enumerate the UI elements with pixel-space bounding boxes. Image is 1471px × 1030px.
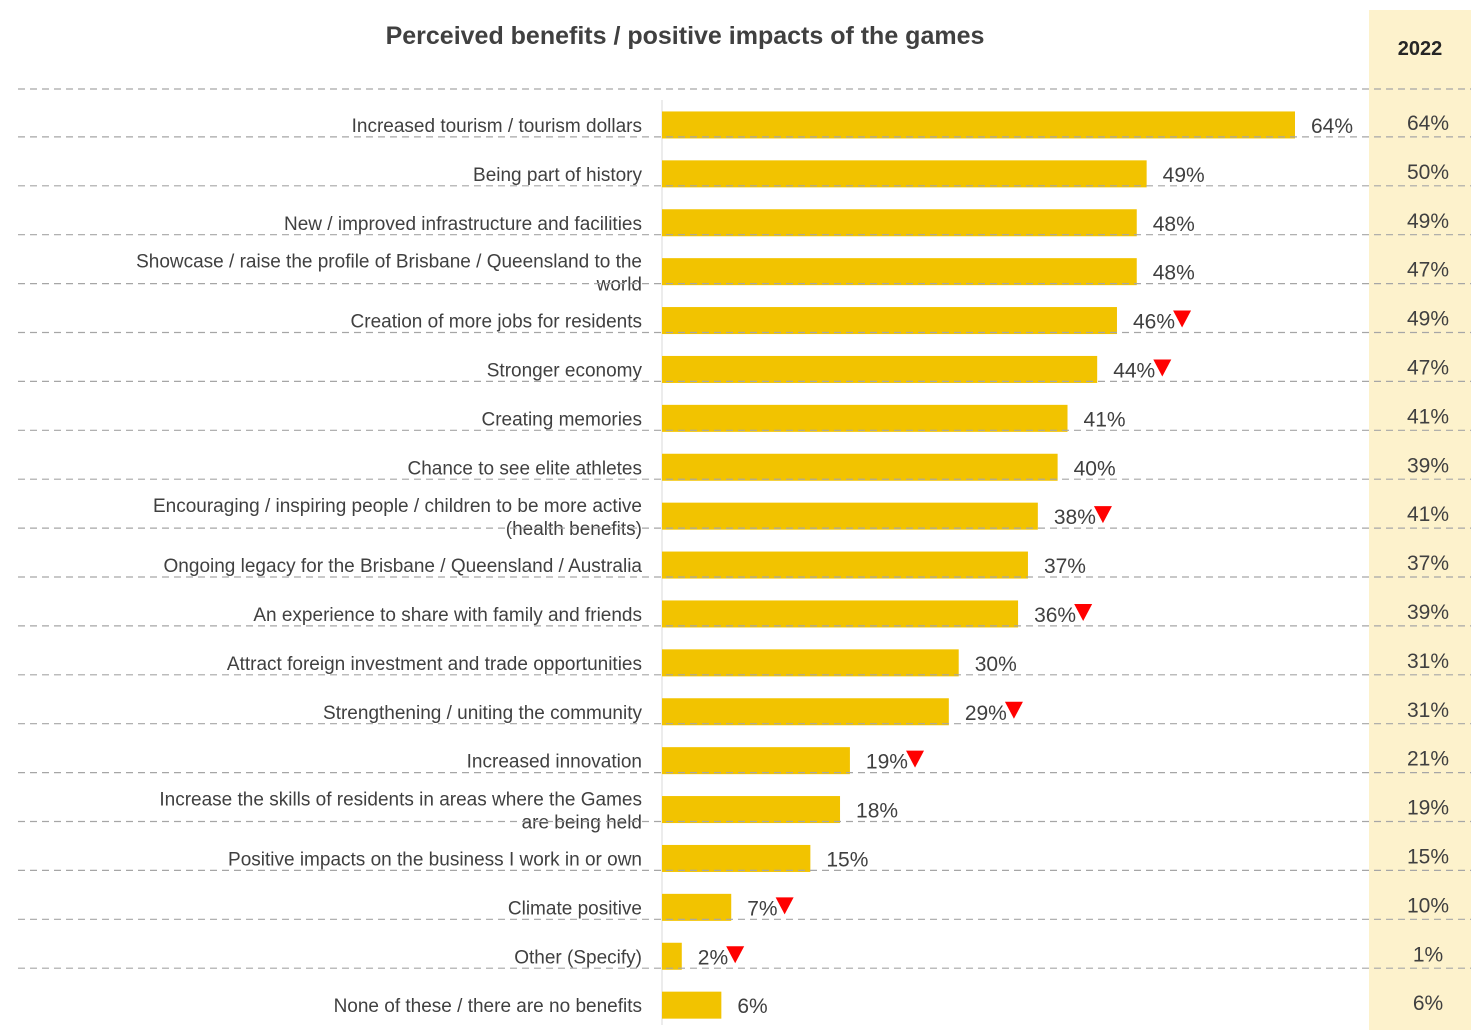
comparison-value: 64% bbox=[1407, 112, 1449, 135]
value-label: 40% bbox=[1074, 457, 1116, 480]
comparison-value: 39% bbox=[1407, 601, 1449, 624]
category-label: Positive impacts on the business I work … bbox=[228, 849, 642, 870]
comparison-value: 15% bbox=[1407, 845, 1449, 868]
category-label: Chance to see elite athletes bbox=[408, 458, 643, 479]
comparison-value: 31% bbox=[1407, 699, 1449, 722]
bar bbox=[662, 453, 1058, 481]
comparison-value: 21% bbox=[1407, 748, 1449, 771]
value-label: 41% bbox=[1084, 408, 1126, 431]
category-label: New / improved infrastructure and facili… bbox=[284, 214, 642, 235]
value-label: 19% bbox=[866, 751, 908, 774]
comparison-value: 6% bbox=[1413, 992, 1443, 1015]
value-label: 64% bbox=[1311, 115, 1353, 138]
bar bbox=[662, 258, 1137, 286]
category-label: Encouraging / inspiring people / childre… bbox=[153, 496, 642, 540]
comparison-value: 47% bbox=[1407, 356, 1449, 379]
value-label: 49% bbox=[1163, 164, 1205, 187]
significant-decrease-marker bbox=[1153, 359, 1172, 377]
bar bbox=[662, 600, 1019, 628]
value-label: 48% bbox=[1153, 262, 1195, 285]
category-label: Creation of more jobs for residents bbox=[351, 312, 642, 333]
category-label: Increased innovation bbox=[467, 752, 642, 773]
category-label: Creating memories bbox=[482, 409, 643, 430]
comparison-value: 41% bbox=[1407, 405, 1449, 428]
value-label: 44% bbox=[1113, 359, 1155, 382]
bar bbox=[662, 502, 1038, 530]
significant-decrease-marker bbox=[726, 946, 745, 964]
category-label: Strengthening / uniting the community bbox=[323, 703, 642, 724]
value-label: 7% bbox=[747, 897, 777, 920]
category-label: Attract foreign investment and trade opp… bbox=[227, 654, 642, 675]
bar bbox=[662, 991, 722, 1019]
comparison-value: 39% bbox=[1407, 454, 1449, 477]
bar bbox=[662, 209, 1137, 237]
bar bbox=[662, 844, 811, 872]
comparison-value: 49% bbox=[1407, 210, 1449, 233]
comparison-value: 47% bbox=[1407, 259, 1449, 282]
category-label: Stronger economy bbox=[487, 360, 643, 381]
value-label: 29% bbox=[965, 702, 1007, 725]
comparison-value: 10% bbox=[1407, 894, 1449, 917]
category-label: Being part of history bbox=[473, 165, 642, 186]
category-label: An experience to share with family and f… bbox=[253, 605, 642, 626]
comparison-value: 31% bbox=[1407, 650, 1449, 673]
significant-decrease-marker bbox=[1004, 701, 1023, 719]
comparison-value: 49% bbox=[1407, 308, 1449, 331]
comparison-value: 19% bbox=[1407, 797, 1449, 820]
value-label: 46% bbox=[1133, 311, 1175, 334]
category-label: Increased tourism / tourism dollars bbox=[352, 116, 642, 137]
value-label: 2% bbox=[698, 946, 728, 969]
category-label: Ongoing legacy for the Brisbane / Queens… bbox=[164, 556, 643, 577]
bar bbox=[662, 404, 1068, 432]
significant-decrease-marker bbox=[906, 750, 925, 768]
bar bbox=[662, 893, 732, 921]
comparison-value: 50% bbox=[1407, 161, 1449, 184]
comparison-value: 37% bbox=[1407, 552, 1449, 575]
bar bbox=[662, 355, 1098, 383]
value-label: 38% bbox=[1054, 506, 1096, 529]
significant-decrease-marker bbox=[1173, 310, 1192, 328]
bar bbox=[662, 551, 1028, 579]
comparison-value: 1% bbox=[1413, 943, 1443, 966]
bar bbox=[662, 307, 1117, 335]
bar bbox=[662, 160, 1147, 188]
value-label: 37% bbox=[1044, 555, 1086, 578]
chart-title: Perceived benefits / positive impacts of… bbox=[385, 22, 985, 50]
value-label: 6% bbox=[737, 995, 767, 1018]
category-label: Climate positive bbox=[508, 898, 642, 919]
category-label: Other (Specify) bbox=[514, 947, 642, 968]
bar bbox=[662, 747, 850, 775]
significant-decrease-marker bbox=[775, 897, 794, 915]
value-label: 18% bbox=[856, 800, 898, 823]
value-label: 30% bbox=[975, 653, 1017, 676]
bar bbox=[662, 111, 1295, 139]
bar bbox=[662, 942, 682, 970]
bar bbox=[662, 698, 949, 726]
category-label: None of these / there are no benefits bbox=[334, 996, 642, 1017]
significant-decrease-marker bbox=[1093, 506, 1112, 524]
category-label: Increase the skills of residents in area… bbox=[159, 790, 642, 834]
bar bbox=[662, 796, 841, 824]
value-label: 36% bbox=[1034, 604, 1076, 627]
comparison-value: 41% bbox=[1407, 503, 1449, 526]
comparison-column-background bbox=[1369, 10, 1471, 1030]
bar bbox=[662, 649, 959, 677]
significant-decrease-marker bbox=[1074, 603, 1093, 621]
comparison-year-header: 2022 bbox=[1397, 38, 1443, 60]
value-label: 15% bbox=[826, 848, 868, 871]
value-label: 48% bbox=[1153, 213, 1195, 236]
category-label: Showcase / raise the profile of Brisbane… bbox=[136, 252, 642, 296]
